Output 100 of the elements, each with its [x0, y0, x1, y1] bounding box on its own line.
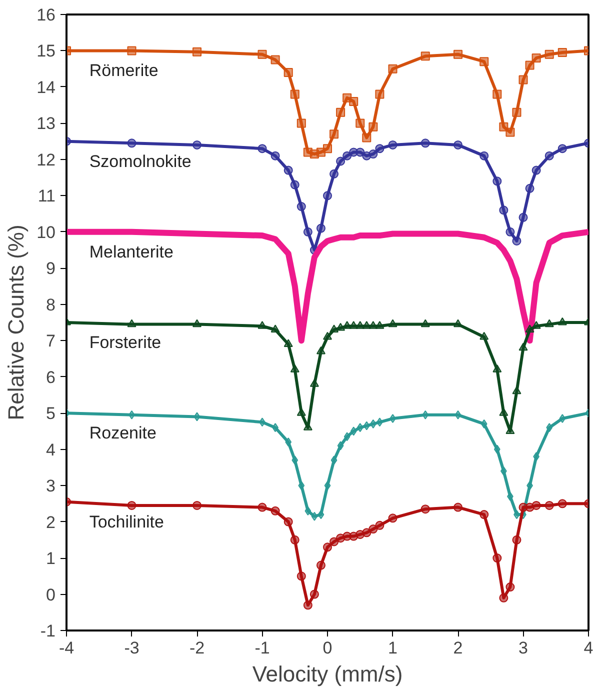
point: [290, 90, 300, 99]
point: [270, 151, 280, 160]
point: [499, 593, 508, 602]
y-tick-label: 13: [36, 114, 56, 134]
point: [454, 410, 462, 420]
point: [388, 319, 398, 328]
point: [316, 346, 326, 354]
point: [525, 60, 534, 70]
point: [388, 514, 398, 523]
y-tick-label: 3: [46, 476, 56, 496]
point: [350, 426, 357, 436]
y-tick-label: 7: [46, 332, 56, 351]
point: [284, 339, 293, 348]
point: [127, 500, 136, 510]
x-tick-label: 2: [453, 638, 463, 658]
point: [349, 96, 358, 106]
point: [284, 166, 293, 175]
point: [310, 378, 319, 387]
series-label: Melanterite: [89, 242, 174, 262]
x-tick-label: 1: [388, 638, 398, 658]
x-tick-label: 4: [584, 638, 594, 658]
y-tick-label: 12: [36, 150, 56, 170]
point: [330, 324, 339, 333]
point: [559, 414, 566, 424]
point: [375, 321, 384, 329]
y-tick-label: -1: [40, 622, 56, 640]
point: [368, 150, 378, 158]
y-tick-label: 15: [36, 42, 56, 61]
point: [492, 90, 502, 99]
point: [362, 528, 372, 538]
point: [127, 46, 136, 56]
point: [558, 144, 567, 154]
point: [388, 64, 398, 74]
x-tick-label: -2: [189, 638, 205, 658]
point: [544, 319, 554, 328]
point: [194, 412, 200, 422]
x-tick-label: 3: [518, 638, 528, 658]
y-tick-label: 10: [36, 222, 56, 242]
point: [532, 500, 541, 510]
point: [292, 456, 298, 465]
point: [336, 108, 346, 117]
point: [368, 122, 378, 132]
point: [544, 500, 554, 510]
x-tick-label: -4: [58, 638, 74, 658]
y-tick-label: 4: [46, 440, 56, 460]
point: [532, 321, 541, 329]
point: [420, 138, 430, 148]
point: [258, 321, 267, 329]
point: [558, 48, 567, 58]
point: [258, 502, 267, 512]
point: [356, 423, 364, 432]
point: [558, 317, 567, 326]
point: [506, 128, 515, 137]
y-tick-label: 0: [46, 585, 56, 604]
point: [544, 50, 554, 59]
point: [316, 560, 326, 570]
point: [480, 419, 488, 428]
point: [422, 410, 429, 420]
point: [192, 47, 202, 56]
point: [480, 57, 489, 66]
y-tick-label: 8: [46, 295, 56, 314]
point: [192, 500, 202, 510]
point: [375, 90, 384, 99]
x-tick-label: -1: [254, 638, 270, 658]
point: [330, 537, 339, 546]
point: [512, 236, 522, 246]
point: [420, 504, 430, 514]
point: [296, 572, 306, 581]
series-label: Rozenite: [89, 424, 156, 443]
point: [368, 321, 378, 329]
point: [544, 151, 554, 160]
series-label: Römerite: [89, 61, 158, 80]
point: [499, 206, 508, 215]
point: [362, 133, 372, 142]
point: [270, 506, 280, 516]
point: [127, 319, 136, 328]
point: [375, 144, 384, 154]
point: [336, 156, 346, 166]
point: [342, 151, 352, 160]
point: [296, 202, 306, 212]
point: [492, 364, 502, 372]
series-label: Tochilinite: [89, 512, 164, 532]
point: [518, 212, 528, 222]
point: [318, 510, 324, 520]
point: [356, 148, 365, 157]
point: [518, 342, 528, 351]
x-tick-label: -3: [124, 638, 140, 658]
point: [480, 151, 489, 160]
point: [420, 52, 430, 61]
point: [368, 524, 378, 534]
point: [518, 75, 528, 84]
point: [303, 227, 312, 236]
point: [192, 140, 202, 150]
point: [284, 68, 293, 77]
point: [342, 321, 352, 329]
point: [494, 444, 500, 454]
point: [454, 140, 462, 150]
point: [454, 502, 462, 512]
point: [323, 144, 332, 154]
point: [388, 140, 398, 150]
